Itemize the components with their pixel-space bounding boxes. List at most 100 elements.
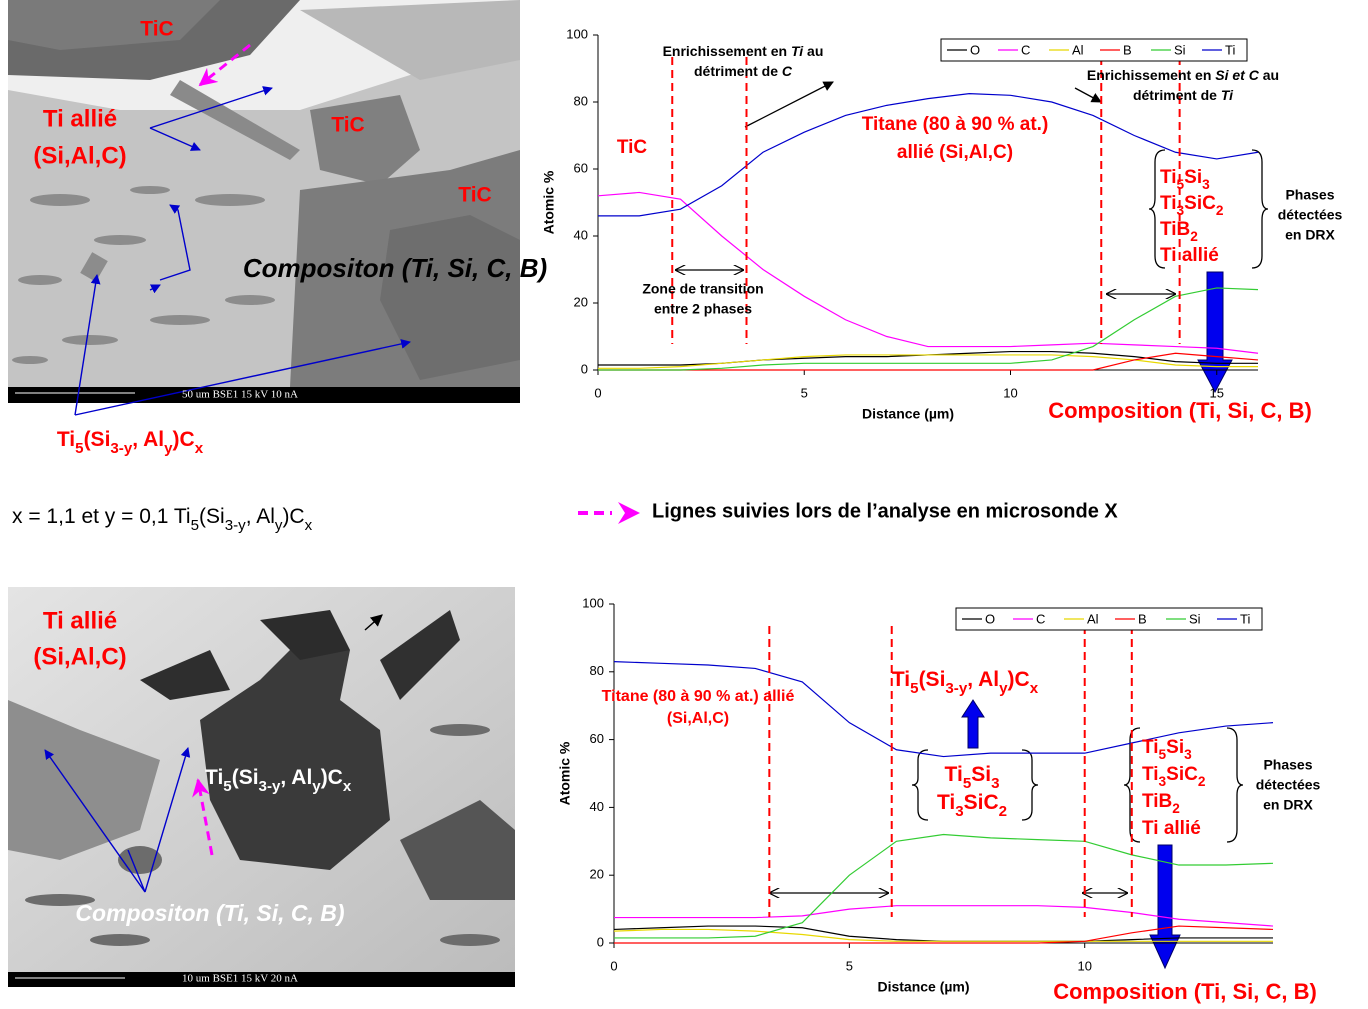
probe-line: [198, 43, 251, 87]
label-part: Si: [1166, 737, 1184, 758]
label-part: 2: [999, 803, 1007, 820]
phase-label: Ti3SiC2: [1142, 764, 1206, 789]
label-part: )C: [282, 505, 304, 528]
label-part: , Al: [132, 428, 164, 451]
legend-label: Al: [1087, 611, 1099, 626]
label-part: )C: [173, 428, 195, 451]
label-part: (Si: [232, 766, 259, 789]
image-label: Ti5(Si3-y, Aly)Cx: [57, 428, 204, 457]
label-part: Ti: [1221, 87, 1234, 103]
phase-label: Ti allié: [1142, 818, 1201, 839]
series-line: [598, 352, 1259, 371]
label-part: Si et C: [1215, 67, 1259, 83]
annotation: détriment de Ti: [1133, 87, 1234, 103]
label-part: , Al: [280, 766, 312, 789]
phase-label: Ti allié: [1160, 245, 1219, 266]
label-part: SiC: [1166, 764, 1198, 785]
label-part: au: [803, 43, 823, 59]
phase-label: TiB2: [1142, 791, 1180, 816]
label-part: 3-y: [110, 440, 132, 457]
y-tick-label: 60: [590, 731, 604, 746]
annotation: en DRX: [1285, 227, 1335, 243]
label-part: x: [305, 517, 313, 534]
label-part: 3-y: [259, 778, 281, 795]
image-label: Ti5(Si3-y, Aly)Cx: [205, 766, 352, 795]
series-line: [598, 354, 1258, 369]
label-part: 5: [963, 775, 971, 792]
annotation: Composition (Ti, Si, C, B): [1053, 979, 1317, 1004]
annotation: Ti5(Si3-y, Aly)Cx: [892, 668, 1039, 697]
y-axis-label: Atomic %: [557, 741, 573, 805]
annotation: Zone de transition: [642, 281, 763, 297]
label-part: Si: [971, 763, 991, 786]
legend-label: C: [1021, 42, 1030, 57]
label-part: Ti allié: [1142, 818, 1201, 839]
label-part: SiC: [964, 791, 999, 814]
phase-label: Ti3SiC2: [937, 791, 1007, 820]
x-tick-label: 10: [1003, 385, 1017, 400]
label-part: TiB: [1142, 791, 1172, 812]
y-axis-label: Atomic %: [541, 170, 557, 234]
image-label: Compositon (Ti, Si, C, B): [75, 900, 344, 926]
label-part: 5: [1159, 747, 1167, 762]
label-part: x = 1,1 et y = 0,1 Ti: [12, 505, 191, 528]
image-label: TiC: [458, 184, 491, 207]
label-part: (Si: [199, 505, 225, 528]
annotation: Enrichissement en Ti au: [663, 43, 824, 59]
label-part: 3-y: [225, 517, 246, 534]
label-part: )C: [1008, 668, 1030, 691]
y-tick-label: 20: [590, 867, 604, 882]
legend-text: Lignes suivies lors de l’analyse en micr…: [652, 500, 1118, 522]
label-part: y: [275, 517, 283, 534]
label-part: , Al: [967, 668, 999, 691]
annotation: (Si,Al,C): [667, 710, 729, 727]
image-label: Compositon (Ti, Si, C, B): [243, 253, 547, 283]
legend-label: Al: [1072, 42, 1084, 57]
phase-label: Ti5Si3: [945, 763, 1000, 792]
annotation: Titane (80 à 90 % at.): [862, 114, 1049, 135]
y-tick-label: 0: [597, 934, 604, 949]
label-part: 5: [191, 517, 199, 534]
label-part: SiC: [1184, 193, 1216, 214]
image-label: (Si,Al,C): [33, 142, 126, 169]
label-part: (Si: [919, 668, 946, 691]
label-part: Ti: [1160, 193, 1177, 214]
legend-box: [940, 38, 1248, 62]
label-part: 3: [1177, 203, 1185, 218]
scale-bar-text: 50 um BSE1 15 kV 10 nA: [182, 389, 298, 401]
label-part: 2: [1198, 774, 1206, 789]
label-part: Ti: [945, 763, 963, 786]
label-part: y: [164, 440, 173, 457]
annotation: Enrichissement en Si et C au: [1087, 67, 1279, 83]
x-tick-label: 5: [846, 958, 853, 973]
legend-sample: [618, 502, 640, 524]
label-part: au: [1259, 67, 1279, 83]
scale-bar-text: 10 um BSE1 15 kV 20 nA: [182, 973, 298, 985]
annotation: allié (Si,Al,C): [897, 142, 1013, 163]
annotation: Phases: [1263, 757, 1312, 773]
x-axis-label: Distance (µm): [862, 406, 954, 422]
series-line: [614, 833, 1274, 939]
annotation: détectées: [1256, 777, 1321, 793]
label-part: Enrichissement en: [1087, 67, 1215, 83]
image-label: TiC: [331, 114, 364, 137]
legend-label: O: [970, 42, 980, 57]
label-part: Enrichissement en: [663, 43, 791, 59]
label-part: )C: [321, 766, 343, 789]
label-part: Ti: [1142, 764, 1159, 785]
label-part: Ti: [205, 766, 223, 789]
legend-label: Ti: [1240, 611, 1250, 626]
legend-label: Si: [1189, 611, 1201, 626]
legend-label: Ti: [1225, 42, 1235, 57]
label-part: 3: [955, 803, 963, 820]
image-label: Ti allié: [43, 105, 117, 132]
annotation: Composition (Ti, Si, C, B): [1048, 398, 1312, 423]
y-tick-label: 0: [581, 361, 588, 376]
label-part: Si: [1184, 167, 1202, 188]
annotation: détectées: [1278, 207, 1343, 223]
label-part: 2: [1190, 229, 1198, 244]
series-line: [597, 191, 1259, 354]
series-line: [598, 287, 1259, 371]
image-label: TiC: [140, 18, 173, 41]
annotation: TiC: [617, 137, 648, 158]
